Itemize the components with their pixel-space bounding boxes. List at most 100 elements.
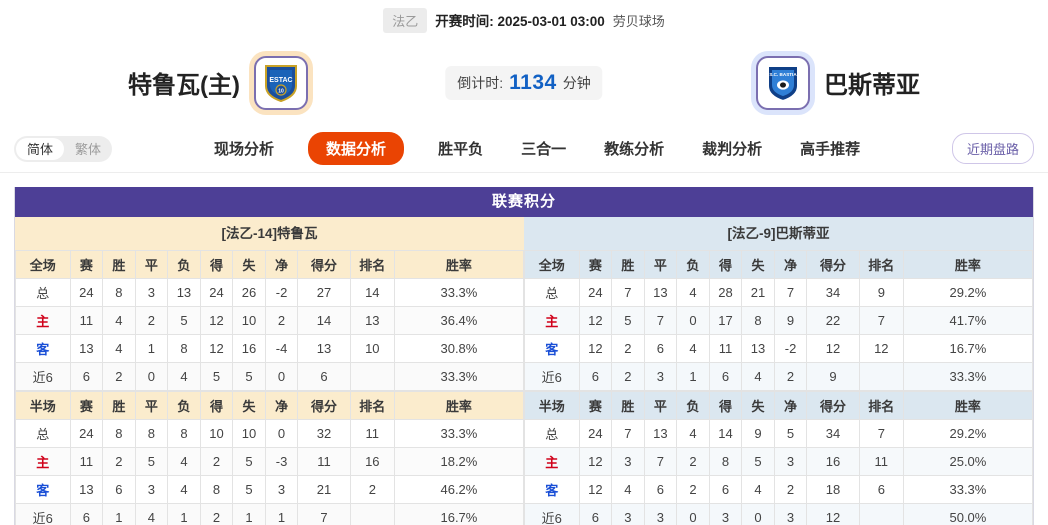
table-row: 近6 6 2 0 4 5 5 0 6 33.3% [15,362,525,391]
cell-1: 3 [611,503,645,525]
cell-1: 7 [611,419,645,448]
cell-9: 16.7% [393,503,525,525]
table-row: 主 11 2 5 4 2 5 -3 11 16 18.2% [15,447,525,476]
column-header-5: 得 [708,250,743,279]
tab-win-draw-loss[interactable]: 胜平负 [438,141,484,158]
cell-9: 30.8% [393,334,525,363]
cell-8: 11 [349,419,395,448]
table-header-row: 半场赛胜平负得失净得分 排名 胜率 [524,391,1034,420]
kickoff-time: 开赛时间: 2025-03-01 03:00 [435,14,605,29]
column-header-2: 胜 [611,391,645,420]
column-header-10: 胜率 [393,250,525,279]
tab-referee-analysis[interactable]: 裁判分析 [702,141,763,158]
league-standings-panel: 联赛积分 [法乙-14]特鲁瓦 全场赛胜平负得失净得分 排名 胜率 总 24 8 3 13 2… [14,187,1034,525]
cell-1: 8 [102,419,136,448]
cell-6: -2 [773,334,808,363]
cell-0: 12 [578,475,613,504]
cell-4: 14 [708,419,743,448]
row-label: 总 [15,419,71,448]
cell-1: 8 [102,278,136,307]
lang-traditional-option[interactable]: 繁体 [75,142,102,157]
away-team-logo: S.C. BASTIA [756,55,810,110]
column-header-8: 得分 [297,250,351,279]
cell-7: 11 [297,447,351,476]
recent-odds-button[interactable]: 近期盘路 [951,133,1034,164]
cell-8: 10 [349,334,395,363]
home-team-block[interactable]: 特鲁瓦(主) ESTAC 10 [128,55,308,110]
cell-0: 11 [69,447,104,476]
away-team-block[interactable]: S.C. BASTIA 巴斯蒂亚 [756,55,920,110]
cell-8: 7 [858,306,904,335]
cell-4: 8 [708,447,743,476]
column-header-7: 净 [773,391,808,420]
cell-8 [858,362,904,391]
tab-data-analysis[interactable]: 数据分析 [308,132,405,165]
row-label: 近6 [15,362,71,391]
cell-8: 14 [349,278,395,307]
cell-1: 3 [611,447,645,476]
cell-7: 7 [297,503,351,525]
cell-9: 41.7% [902,306,1034,335]
cell-9: 46.2% [393,475,525,504]
cell-5: 5 [232,447,266,476]
tab-coach-analysis[interactable]: 教练分析 [604,141,665,158]
column-header-8: 得分 [806,250,860,279]
cell-3: 4 [676,334,710,363]
cell-0: 6 [578,503,613,525]
home-standings-column: [法乙-14]特鲁瓦 全场赛胜平负得失净得分 排名 胜率 总 24 8 3 13 24 26 -2… [15,217,525,525]
column-header-9: 排名 [349,250,395,279]
cell-0: 12 [578,447,613,476]
cell-6: 5 [773,419,808,448]
cell-9: 50.0% [902,503,1034,525]
cell-9: 33.3% [393,278,525,307]
cell-5: 26 [232,278,266,307]
nav-bar: 简体 繁体 现场分析 数据分析 胜平负 三合一 教练分析 裁判分析 高手推荐 近… [0,125,1048,173]
cell-6: -3 [264,447,299,476]
cell-4: 12 [199,334,234,363]
cell-6: 0 [264,362,299,391]
cell-9: 18.2% [393,447,525,476]
cell-2: 13 [643,278,678,307]
cell-7: 18 [806,475,860,504]
cell-9: 36.4% [393,306,525,335]
tab-live-analysis[interactable]: 现场分析 [214,141,275,158]
column-header-1: 赛 [69,391,104,420]
cell-7: 9 [806,362,860,391]
cell-2: 3 [134,278,169,307]
cell-0: 6 [69,362,104,391]
cell-0: 6 [578,362,613,391]
cell-8: 12 [858,334,904,363]
cell-5: 13 [741,334,775,363]
cell-3: 4 [676,278,710,307]
cell-3: 4 [676,419,710,448]
cell-4: 8 [199,475,234,504]
table-body: 总 24 8 8 8 10 10 0 32 11 33.3% 主 11 2 5 4 2 5 -3 11 16 18.2% 客… [15,419,525,525]
cell-9: 29.2% [902,419,1034,448]
cell-6: 2 [264,306,299,335]
table-row: 总 24 7 13 4 14 9 5 34 7 29.2% [524,419,1034,448]
lang-simplified-option[interactable]: 简体 [16,137,65,160]
cell-8 [858,503,904,525]
cell-1: 5 [611,306,645,335]
cell-1: 2 [611,334,645,363]
cell-0: 24 [578,278,613,307]
home-team-logo: ESTAC 10 [253,55,308,110]
column-header-9: 排名 [349,391,395,420]
cell-0: 12 [578,306,613,335]
language-toggle[interactable]: 简体 繁体 [14,135,113,162]
row-label: 客 [15,475,71,504]
cell-8: 2 [349,475,395,504]
cell-8: 11 [858,447,904,476]
row-label: 主 [15,306,71,335]
tab-expert-picks[interactable]: 高手推荐 [800,141,861,158]
tab-three-in-one[interactable]: 三合一 [521,141,567,158]
countdown-label: 倒计时: [457,74,504,91]
cell-6: 0 [264,419,299,448]
home-full-match-table: 全场赛胜平负得失净得分 排名 胜率 总 24 8 3 13 24 26 -2 27 14 33.3% 主 1… [15,250,525,391]
cell-4: 17 [708,306,743,335]
cell-4: 6 [708,475,743,504]
table-row: 总 24 7 13 4 28 21 7 34 9 29.2% [524,278,1034,307]
column-header-3: 平 [134,250,169,279]
cell-7: 12 [806,334,860,363]
cell-4: 6 [708,362,743,391]
